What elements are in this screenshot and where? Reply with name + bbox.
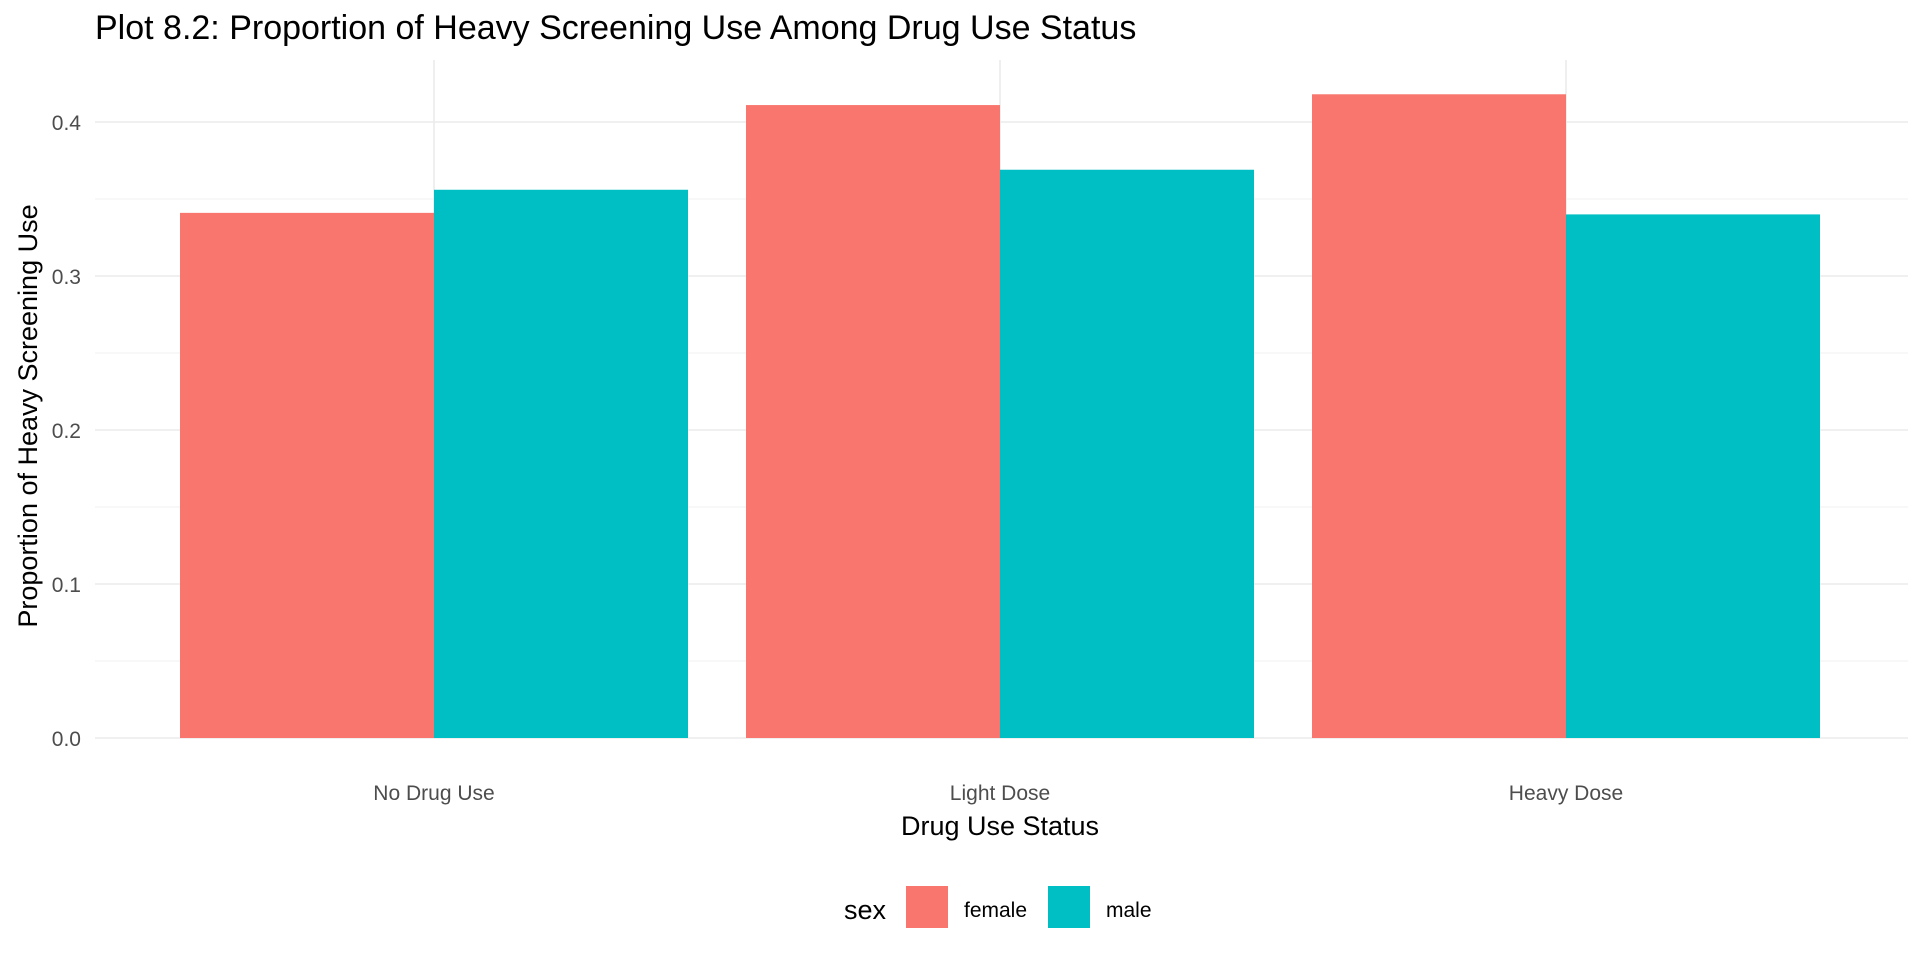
x-axis-title: Drug Use Status bbox=[901, 811, 1099, 841]
y-axis-ticks: 0.0 0.1 0.2 0.3 0.4 bbox=[52, 112, 82, 751]
x-tick-label: Heavy Dose bbox=[1509, 782, 1623, 805]
bar-female-heavy-dose bbox=[1312, 94, 1566, 738]
bar-female-light-dose bbox=[746, 105, 1000, 738]
x-axis-ticks: No Drug Use Light Dose Heavy Dose bbox=[373, 782, 1623, 805]
legend-title: sex bbox=[844, 895, 887, 925]
x-tick-label: No Drug Use bbox=[373, 782, 494, 805]
y-tick-label: 0.1 bbox=[52, 574, 81, 597]
x-tick-label: Light Dose bbox=[950, 782, 1050, 805]
chart-title: Plot 8.2: Proportion of Heavy Screening … bbox=[95, 9, 1136, 47]
y-axis-title: Proportion of Heavy Screening Use bbox=[13, 204, 43, 627]
bar-male-light-dose bbox=[1000, 169, 1254, 739]
y-tick-label: 0.4 bbox=[52, 112, 82, 135]
y-tick-label: 0.0 bbox=[52, 728, 81, 751]
legend-label-female: female bbox=[964, 899, 1027, 922]
legend-items: female male bbox=[906, 886, 1152, 928]
bar-male-no-drug-use bbox=[434, 189, 688, 738]
legend-label-male: male bbox=[1106, 899, 1152, 922]
y-tick-label: 0.3 bbox=[52, 266, 81, 289]
legend-key-male bbox=[1048, 886, 1090, 928]
legend: sex female male bbox=[844, 886, 1152, 928]
bar-female-no-drug-use bbox=[180, 212, 434, 739]
bars bbox=[180, 94, 1820, 739]
legend-key-female bbox=[906, 886, 948, 928]
bar-male-heavy-dose bbox=[1566, 214, 1820, 738]
y-tick-label: 0.2 bbox=[52, 420, 81, 443]
